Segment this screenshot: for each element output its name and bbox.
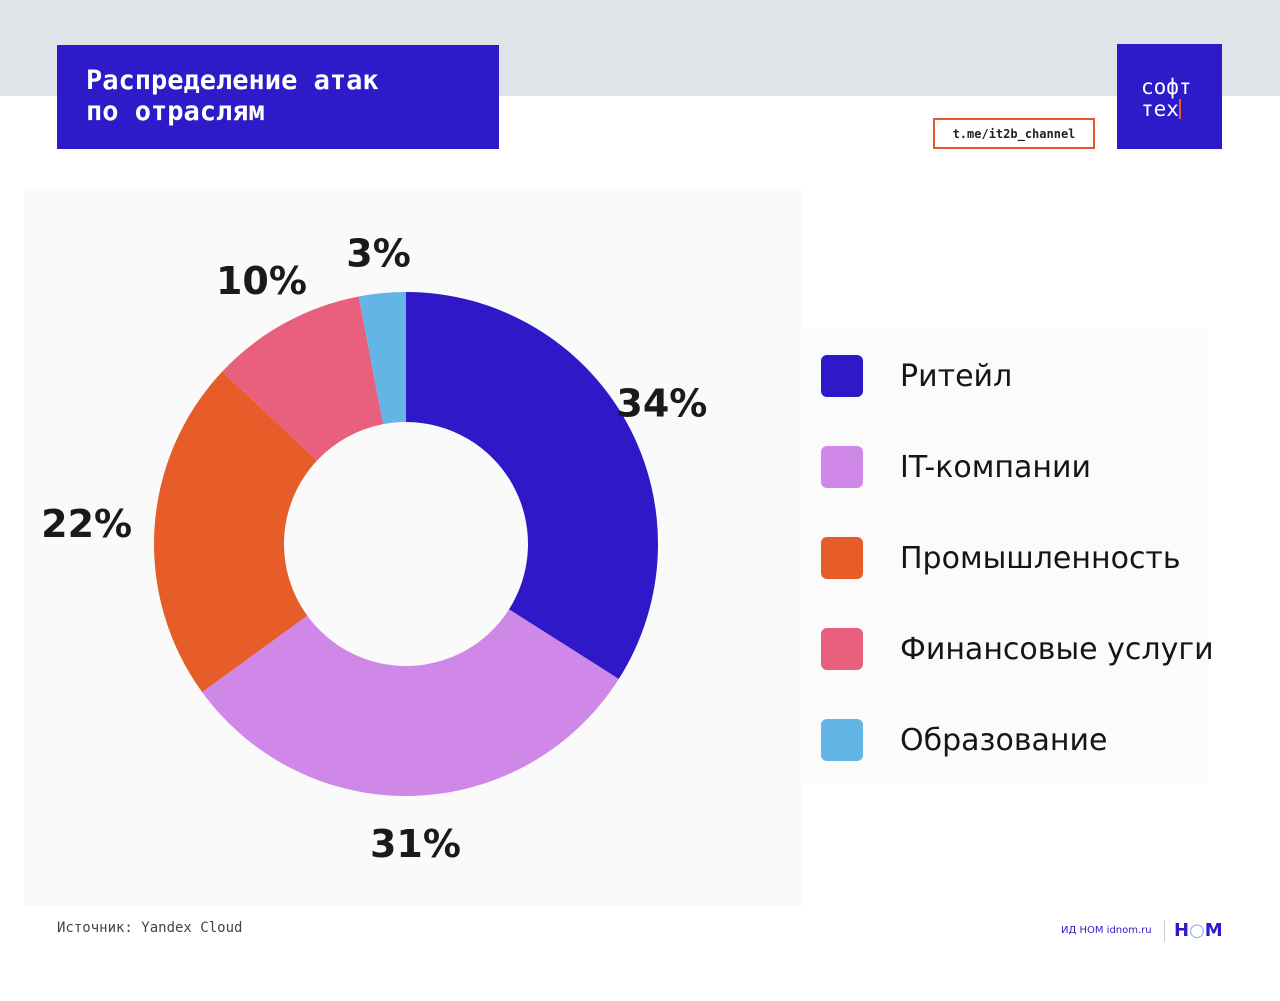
- source-note: Источник: Yandex Cloud: [57, 920, 243, 936]
- donut-slice-2: [154, 371, 318, 693]
- legend-label: Финансовые услуги: [900, 631, 1214, 667]
- legend-swatch: [821, 446, 863, 488]
- legend-swatch: [821, 719, 863, 761]
- legend-item: Ритейл: [821, 355, 1012, 397]
- data-label-4: 3%: [346, 231, 411, 275]
- page-title: Распределение атак по отраслям: [57, 45, 499, 149]
- legend-swatch: [821, 628, 863, 670]
- donut-slice-1: [202, 609, 619, 796]
- publisher-text: ИД НОМ idnom.ru: [1061, 925, 1152, 936]
- legend-background: [803, 328, 1208, 783]
- legend-item: Промышленность: [821, 537, 1181, 579]
- donut-slice-3: [222, 296, 384, 461]
- legend-swatch: [821, 537, 863, 579]
- legend-label: IT-компании: [900, 449, 1091, 485]
- legend-swatch: [821, 355, 863, 397]
- data-label-3: 10%: [216, 259, 307, 303]
- data-label-0: 34%: [616, 381, 707, 425]
- nom-logo: Н○М: [1174, 920, 1223, 941]
- donut-slice-0: [406, 292, 658, 680]
- divider: [1164, 920, 1165, 942]
- donut-slice-4: [358, 292, 406, 425]
- data-label-2: 22%: [41, 502, 132, 546]
- legend-label: Образование: [900, 722, 1108, 758]
- data-label-1: 31%: [370, 822, 461, 866]
- legend-label: Промышленность: [900, 540, 1181, 576]
- channel-link[interactable]: t.me/it2b_channel: [933, 118, 1095, 149]
- legend-item: IT-компании: [821, 446, 1091, 488]
- legend-item: Образование: [821, 719, 1107, 761]
- legend-label: Ритейл: [900, 358, 1013, 394]
- softtech-logo: софт тех: [1117, 44, 1222, 149]
- legend-item: Финансовые услуги: [821, 628, 1214, 670]
